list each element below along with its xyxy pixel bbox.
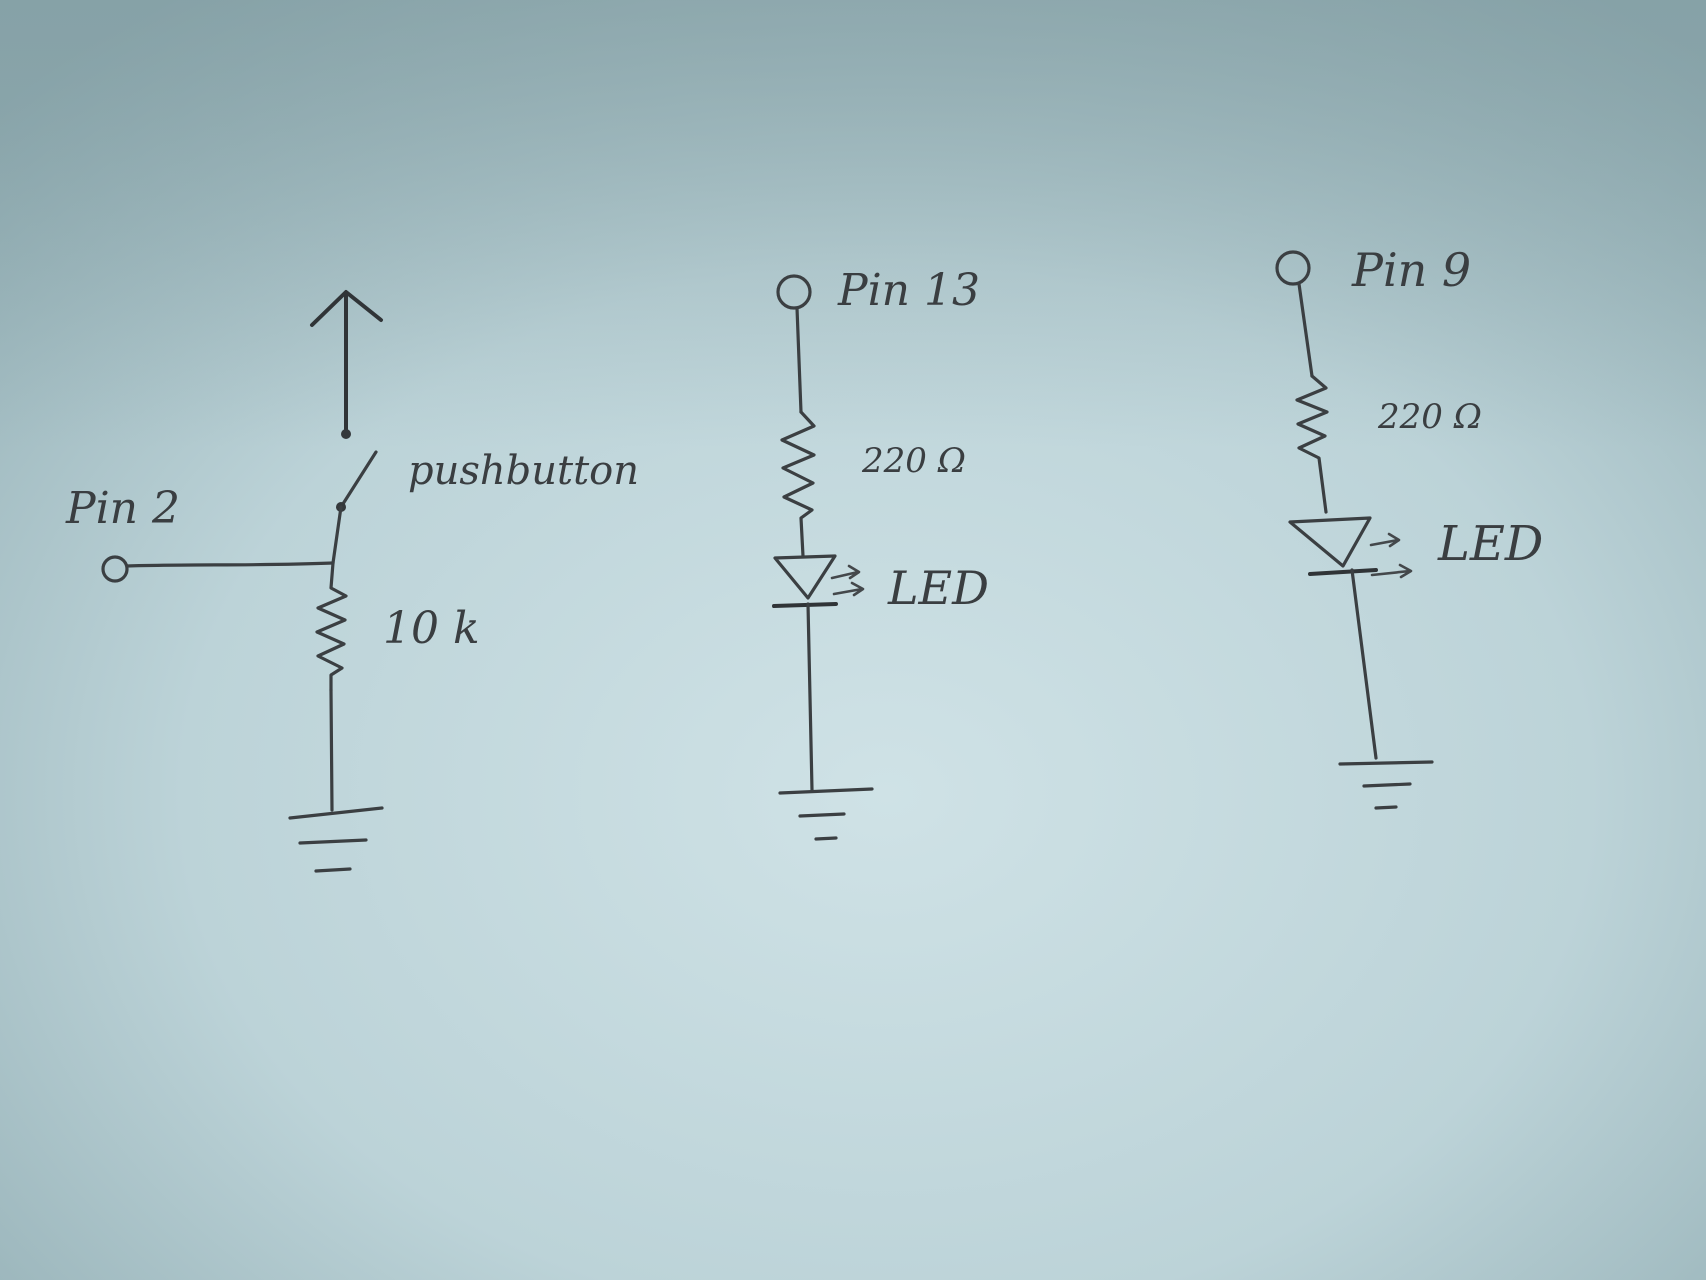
circuit-led-pin13: Pin 13 220 Ω LED xyxy=(772,265,989,841)
pin-2-label: Pin 2 xyxy=(65,483,180,534)
pushbutton-switch-icon xyxy=(339,450,378,509)
pin-2-terminal-icon xyxy=(101,555,129,583)
led-2-label: LED xyxy=(1437,516,1543,572)
pin-13-terminal-icon xyxy=(776,274,812,310)
wire-led-to-ground-2 xyxy=(1350,568,1378,760)
led-1-label: LED xyxy=(887,561,989,615)
wire-led-to-ground-1 xyxy=(806,602,814,792)
ground-symbol-3-icon xyxy=(1338,760,1434,810)
pin-9-terminal-icon xyxy=(1275,250,1311,286)
circuit-led-pin9: Pin 9 220 Ω LED xyxy=(1275,243,1543,810)
resistor-10k-label: 10 k xyxy=(383,603,480,654)
wire-pin2-to-node xyxy=(125,561,335,568)
wire-pin9-to-resistor xyxy=(1297,282,1314,378)
resistor-220-1-label: 220 Ω xyxy=(861,441,966,481)
circuit-pushbutton: Pin 2 pushbutton 10 k xyxy=(65,290,639,873)
wire-switch-to-node xyxy=(331,505,343,565)
resistor-10k-icon xyxy=(315,561,348,692)
led-2-icon xyxy=(1288,516,1413,579)
resistor-220-2-label: 220 Ω xyxy=(1377,397,1482,437)
ground-symbol-1-icon xyxy=(288,806,384,873)
supply-arrow-icon xyxy=(310,290,383,434)
resistor-220-1-icon xyxy=(780,410,816,558)
resistor-220-2-icon xyxy=(1295,374,1329,514)
switch-top-contact xyxy=(341,429,351,439)
pin-9-label: Pin 9 xyxy=(1351,243,1471,297)
wire-to-ground-1 xyxy=(329,688,334,812)
ground-symbol-2-icon xyxy=(778,787,874,841)
pushbutton-label: pushbutton xyxy=(408,448,639,494)
pin-13-label: Pin 13 xyxy=(837,265,980,316)
wire-pin13-to-resistor xyxy=(795,306,803,414)
led-1-icon xyxy=(772,554,865,608)
